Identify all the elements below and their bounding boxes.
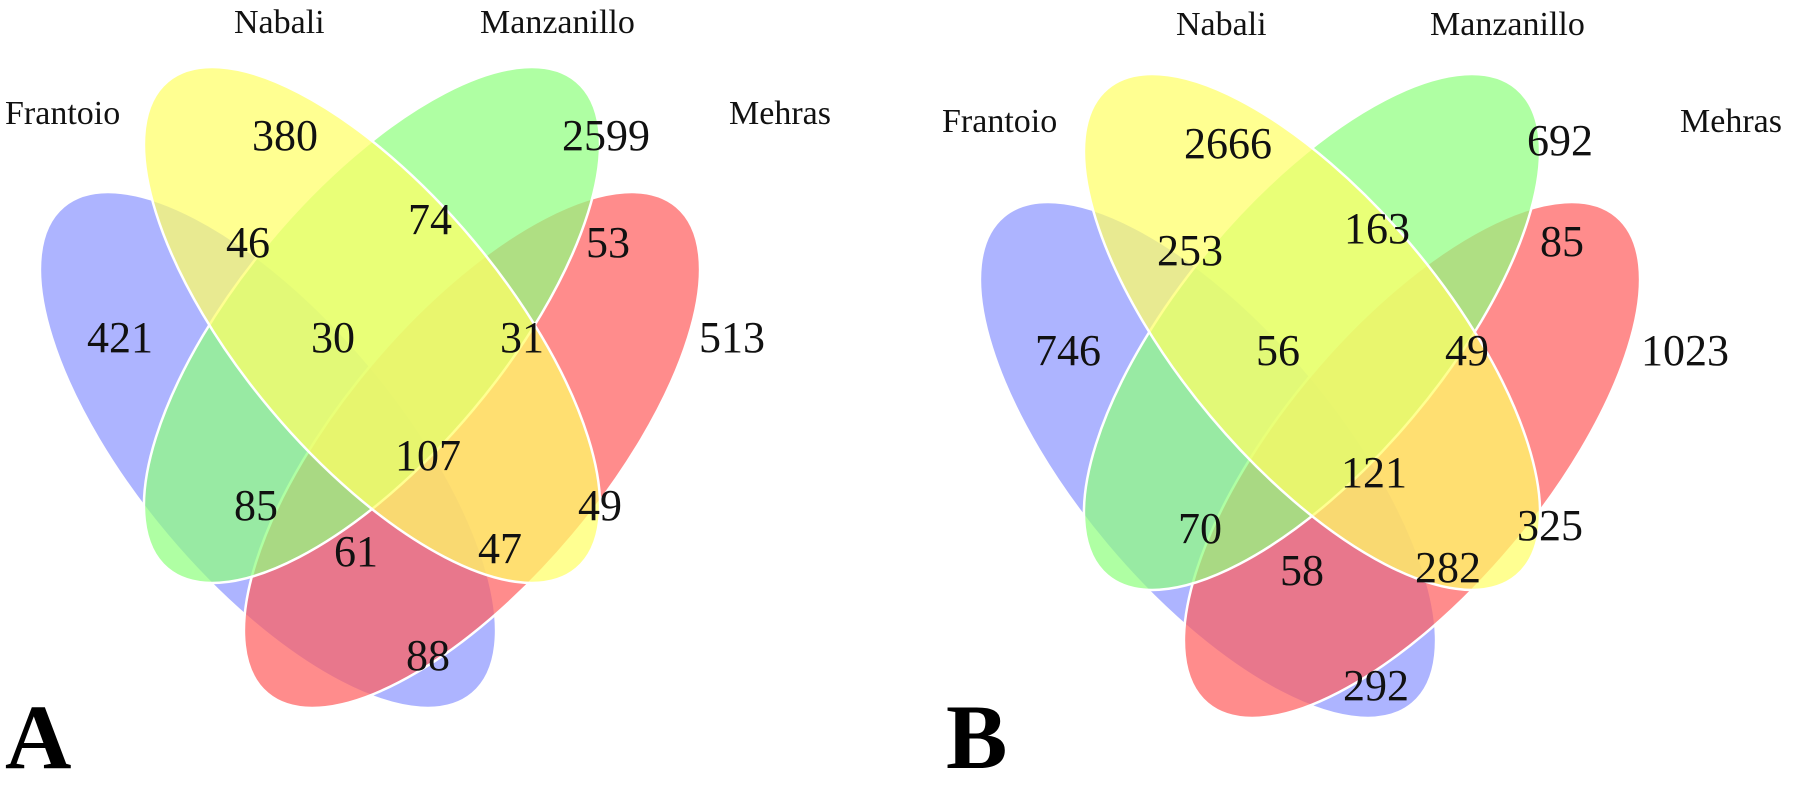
region-count-mehras: 513 — [699, 313, 765, 362]
region-count-nabali-mehras: 325 — [1517, 501, 1583, 550]
venn-panel-a: Frantoio Nabali Manzanillo Mehras 421 380 2599… — [5, 4, 831, 788]
set-label-mehras: Mehras — [1680, 103, 1782, 140]
region-count-frantoio-manzanillo: 85 — [234, 481, 278, 530]
region-count-frantoio-manzanillo-mehras: 58 — [1280, 546, 1324, 595]
region-count-nabali: 380 — [252, 111, 318, 160]
region-count-frantoio-mehras: 88 — [406, 631, 450, 680]
region-count-frantoio-manzanillo: 70 — [1178, 504, 1222, 553]
region-count-frantoio-nabali-manzanillo-mehras: 121 — [1341, 448, 1407, 497]
region-count-nabali-manzanillo-mehras: 49 — [1445, 326, 1489, 375]
region-count-nabali-manzanillo: 163 — [1344, 204, 1410, 253]
region-count-nabali-manzanillo-mehras: 31 — [500, 313, 544, 362]
region-count-manzanillo: 2599 — [562, 111, 650, 160]
region-count-frantoio-nabali-mehras: 282 — [1415, 543, 1481, 592]
set-label-mehras: Mehras — [729, 95, 831, 132]
region-count-frantoio-nabali-manzanillo-mehras: 107 — [395, 431, 461, 480]
set-label-manzanillo: Manzanillo — [480, 4, 635, 41]
region-count-frantoio: 746 — [1035, 326, 1101, 375]
set-label-frantoio: Frantoio — [5, 95, 120, 132]
region-count-manzanillo-mehras: 85 — [1540, 217, 1584, 266]
region-count-frantoio-manzanillo-mehras: 61 — [334, 527, 378, 576]
region-count-nabali: 2666 — [1184, 119, 1272, 168]
panel-label: A — [5, 686, 71, 788]
region-count-mehras: 1023 — [1641, 326, 1729, 375]
region-count-frantoio-nabali: 46 — [226, 218, 270, 267]
set-label-frantoio: Frantoio — [942, 103, 1057, 140]
region-count-frantoio-nabali: 253 — [1157, 226, 1223, 275]
venn-panel-b: Frantoio Nabali Manzanillo Mehras 746 2666 692… — [942, 6, 1782, 788]
region-count-frantoio-nabali-manzanillo: 30 — [311, 313, 355, 362]
region-count-frantoio-mehras: 292 — [1343, 661, 1409, 710]
set-label-nabali: Nabali — [234, 4, 325, 41]
region-count-frantoio-nabali-mehras: 47 — [478, 524, 522, 573]
panel-label: B — [946, 686, 1007, 788]
region-count-frantoio-nabali-manzanillo: 56 — [1256, 326, 1300, 375]
region-count-manzanillo-mehras: 53 — [586, 218, 630, 267]
region-count-frantoio: 421 — [87, 313, 153, 362]
set-label-nabali: Nabali — [1176, 6, 1267, 43]
region-count-nabali-manzanillo: 74 — [408, 195, 452, 244]
ellipse-nabali — [142, 65, 602, 585]
region-count-nabali-mehras: 49 — [578, 481, 622, 530]
ellipse-nabali — [1082, 72, 1542, 592]
region-count-manzanillo: 692 — [1527, 116, 1593, 165]
set-label-manzanillo: Manzanillo — [1430, 6, 1585, 43]
